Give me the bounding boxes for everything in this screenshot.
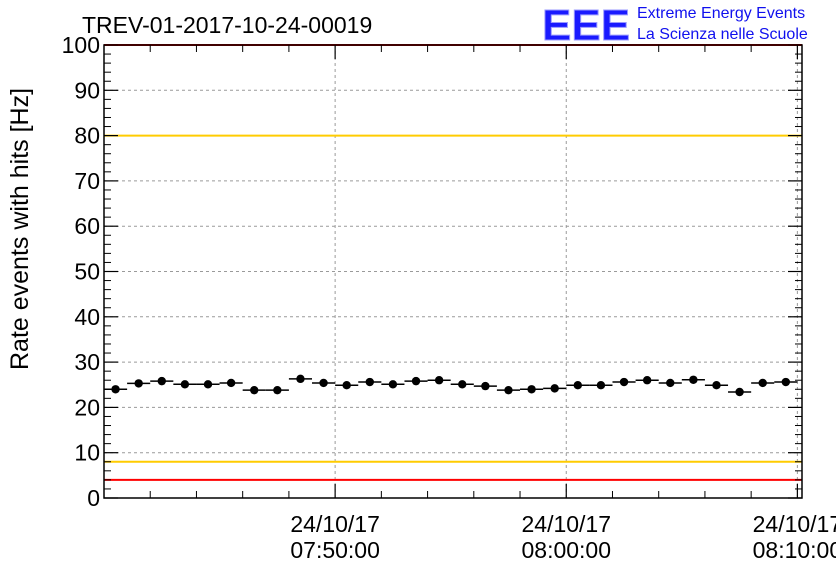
data-point-marker <box>666 378 675 388</box>
axis-ticks <box>104 44 802 499</box>
y-tick-label: 0 <box>87 485 100 511</box>
data-point-marker <box>180 380 190 389</box>
data-point-marker <box>342 381 351 390</box>
data-point-marker <box>411 376 421 386</box>
data-point <box>728 387 752 397</box>
x-tick-time: 08:00:00 <box>521 537 611 563</box>
data-point <box>473 381 497 391</box>
eee-logo-mark: EEE <box>542 1 630 50</box>
y-tick-label: 100 <box>62 32 100 58</box>
x-tick-date: 24/10/17 <box>521 511 611 537</box>
data-point-marker <box>203 380 213 389</box>
data-point-marker <box>434 376 444 385</box>
data-point-marker <box>319 378 328 388</box>
data-point-marker <box>619 377 629 387</box>
y-axis-label: Rate events with hits [Hz] <box>6 88 34 370</box>
data-point <box>150 376 174 386</box>
data-point <box>496 385 521 395</box>
data-point-marker <box>273 385 282 395</box>
data-point-marker <box>735 387 744 397</box>
data-point <box>288 374 313 384</box>
eee-logo: EEE Extreme Energy Events La Scienza nel… <box>542 1 808 51</box>
chart-title: TREV-01-2017-10-24-00019 <box>82 12 372 38</box>
data-point-marker <box>573 381 583 390</box>
data-point-marker <box>111 385 120 394</box>
data-point <box>242 385 266 395</box>
data-point <box>589 381 613 390</box>
data-point-marker <box>758 378 767 388</box>
data-point-marker <box>712 381 721 390</box>
data-point-marker <box>134 379 143 388</box>
x-tick-date: 24/10/17 <box>753 511 836 537</box>
data-point <box>335 381 359 390</box>
data-point <box>219 378 243 388</box>
y-tick-label: 20 <box>74 394 100 420</box>
data-point <box>427 376 451 385</box>
data-point <box>774 377 798 387</box>
data-point <box>404 376 428 386</box>
y-tick-label: 10 <box>74 440 100 466</box>
data-point-marker <box>481 381 490 391</box>
data-point <box>265 385 289 395</box>
data-point <box>704 381 729 390</box>
data-point <box>520 385 544 394</box>
y-tick-label: 40 <box>74 304 100 330</box>
x-tick-time: 08:10:00 <box>753 537 836 563</box>
data-point <box>566 381 590 390</box>
data-point-marker <box>296 374 305 384</box>
data-point-marker <box>781 377 791 387</box>
data-point <box>635 376 659 385</box>
data-point-marker <box>550 384 559 393</box>
data-point <box>381 380 405 389</box>
y-tick-label: 90 <box>74 77 100 103</box>
eee-logo-line1: Extreme Energy Events <box>637 5 805 22</box>
data-point <box>312 378 336 388</box>
y-tick-label: 70 <box>74 168 100 194</box>
data-point <box>173 380 197 389</box>
data-point <box>612 377 636 387</box>
y-tick-label: 60 <box>74 213 100 239</box>
data-point-marker <box>365 377 374 387</box>
data-point-marker <box>504 385 513 395</box>
data-point <box>658 378 682 388</box>
data-point <box>127 379 151 388</box>
tick-labels: 010203040506070809010024/10/1707:50:0024… <box>62 32 836 563</box>
data-point-marker <box>689 375 698 384</box>
x-tick-time: 07:50:00 <box>290 537 380 563</box>
data-point-marker <box>157 376 166 386</box>
y-tick-label: 30 <box>74 349 100 375</box>
data-point-marker <box>226 378 236 388</box>
x-tick-date: 24/10/17 <box>290 511 380 537</box>
data-point-marker <box>642 376 652 385</box>
data-point <box>358 377 382 387</box>
data-point-marker <box>458 380 467 389</box>
data-point <box>450 380 474 389</box>
data-point <box>681 375 705 384</box>
y-tick-label: 50 <box>74 259 100 285</box>
eee-logo-line2: La Scienza nelle Scuole <box>637 26 808 43</box>
data-point-marker <box>250 385 259 395</box>
data-points <box>104 374 798 397</box>
grid <box>104 45 802 498</box>
data-point <box>543 384 567 393</box>
reference-lines <box>104 44 802 481</box>
data-point-marker <box>388 380 398 389</box>
data-point <box>751 378 775 388</box>
data-point-marker <box>527 385 536 394</box>
y-tick-label: 80 <box>74 123 100 149</box>
data-point-marker <box>596 381 606 390</box>
data-point <box>196 380 220 389</box>
